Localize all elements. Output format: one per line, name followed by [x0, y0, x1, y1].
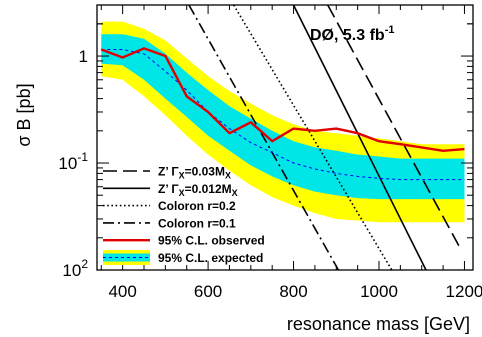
y-tick-label: 102	[62, 257, 88, 280]
series-4-line	[233, 5, 393, 270]
series-3-line	[292, 5, 427, 270]
legend-text-main: 95% C.L. expected	[158, 251, 263, 265]
y-tick-label-base: 10	[58, 154, 77, 173]
legend-text-subscript: X	[179, 171, 185, 181]
legend-entry-label: Coloron r=0.2	[158, 199, 236, 213]
data-curves	[100, 5, 465, 270]
y-tick-label-base: 10	[62, 261, 81, 280]
luminosity-annotation: DØ, 5.3 fb-1	[310, 24, 394, 44]
x-tick-label: 1200	[446, 282, 482, 301]
legend-text-subscript: X	[232, 188, 238, 198]
x-tick-label: 1000	[360, 282, 398, 301]
legend-entry-label: 95% C.L. expected	[158, 251, 263, 265]
y-axis-label: σ B [pb]	[14, 83, 34, 146]
series-0-line	[101, 49, 465, 181]
legend-text-subscript: X	[225, 171, 231, 181]
x-axis: 400 600 800 1000 1200	[100, 5, 482, 301]
x-tick-label: 800	[279, 282, 307, 301]
x-tick-label: 600	[194, 282, 222, 301]
y-tick-label-exponent: 2	[81, 257, 88, 271]
legend-text-main: 95% C.L. observed	[158, 234, 265, 248]
y-tick-label-exponent: -1	[77, 150, 88, 164]
legend-entry-label: Coloron r=0.1	[158, 216, 236, 230]
annotation-text: DØ, 5.3 fb	[310, 27, 385, 44]
series-1-line	[100, 47, 465, 153]
legend-text-main: Coloron r=0.1	[158, 216, 236, 230]
y-tick-label: 10-1	[58, 150, 88, 173]
legend-entry-label: Z’ ΓX=0.03MX	[158, 165, 231, 181]
legend-entry-label: Z’ ΓX=0.012MX	[158, 182, 238, 198]
x-axis-label: resonance mass [GeV]	[287, 314, 470, 334]
series-2-line	[326, 5, 461, 249]
y-tick-label-base: 1	[79, 47, 88, 66]
series-5-line	[188, 5, 340, 270]
x-tick-label: 400	[108, 282, 136, 301]
annotation-superscript: -1	[385, 24, 395, 36]
legend-text-main: =0.03M	[185, 165, 225, 179]
legend-text-main: Z’ Γ	[158, 165, 179, 179]
plot-frame	[96, 4, 474, 271]
legend-text-main: Coloron r=0.2	[158, 199, 236, 213]
uncertainty-bands	[101, 21, 465, 223]
y-tick-label: 1	[79, 47, 88, 66]
legend-text-main: Z’ Γ	[158, 182, 179, 196]
legend-entry-label: 95% C.L. observed	[158, 234, 265, 248]
legend-swatch-1sigma	[103, 253, 150, 262]
legend-text-main: =0.012M	[185, 182, 232, 196]
legend-text-subscript: X	[179, 188, 185, 198]
band-1sigma	[101, 34, 465, 200]
